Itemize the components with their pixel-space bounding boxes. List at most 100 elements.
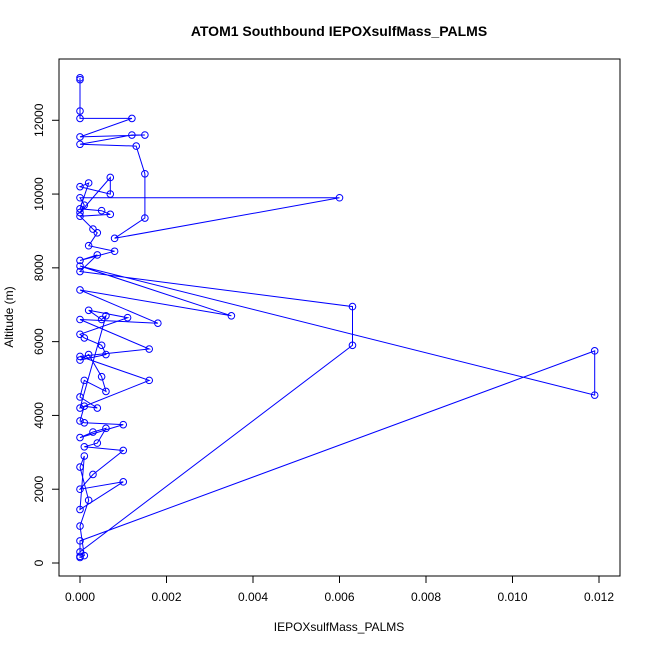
data-point [76, 417, 84, 425]
series-lines [78, 77, 596, 559]
x-tick-label: 0.010 [497, 590, 527, 604]
y-tick-label: 2000 [32, 476, 46, 503]
data-point [106, 210, 115, 219]
data-point [102, 424, 110, 433]
data-point [348, 302, 357, 311]
y-tick-label: 4000 [32, 402, 46, 429]
data-point [76, 522, 84, 530]
data-point [76, 330, 84, 339]
data-point [84, 496, 93, 505]
data-point [89, 225, 97, 233]
y-axis: 0 2000 4000 6000 8000 10000 12000 [32, 103, 60, 566]
chart-title: ATOM1 Southbound IEPOXsulfMass_PALMS [191, 23, 487, 39]
data-point [76, 256, 84, 265]
data-point [106, 190, 115, 198]
data-point [84, 350, 93, 359]
data-point [102, 350, 110, 359]
data-point [97, 341, 106, 350]
data-point [93, 251, 102, 259]
data-point [80, 452, 89, 460]
data-point [97, 315, 106, 324]
data-point [335, 193, 344, 202]
data-point [84, 179, 93, 187]
data-point [93, 228, 102, 237]
data-point [80, 334, 89, 342]
data-point [132, 142, 141, 150]
data-point [145, 376, 153, 385]
data-point [76, 193, 84, 202]
x-tick-label: 0.004 [238, 590, 268, 604]
data-point [89, 428, 97, 436]
data-point [80, 551, 89, 560]
data-point [76, 212, 84, 220]
data-point [76, 537, 84, 545]
data-point [76, 463, 84, 471]
data-point [76, 205, 84, 213]
data-point [76, 548, 84, 556]
data-point [76, 133, 84, 141]
data-point [76, 356, 84, 364]
data-point [590, 347, 599, 355]
data-point [76, 552, 84, 561]
data-point [80, 376, 89, 385]
data-point [76, 114, 84, 123]
data-point [110, 234, 119, 243]
data-point [84, 241, 93, 250]
data-point [80, 201, 89, 209]
x-axis: 0.000 0.002 0.004 0.006 0.008 0.010 0.012 [65, 575, 614, 604]
x-axis-label: IEPOXsulfMass_PALMS [274, 620, 405, 634]
y-tick-label: 8000 [32, 254, 46, 281]
y-axis-label: Altitude (m) [2, 286, 16, 347]
data-point [128, 114, 136, 123]
data-point [76, 393, 84, 401]
plot-frame [58, 58, 621, 577]
data-point [145, 345, 153, 353]
data-point [80, 419, 89, 427]
data-point [119, 420, 128, 429]
data-point [119, 478, 128, 486]
data-point [76, 208, 84, 217]
data-point [141, 169, 149, 178]
data-point [76, 267, 84, 276]
y-tick-label: 12000 [32, 103, 46, 137]
data-point [76, 433, 84, 442]
data-point [93, 404, 102, 412]
series-points [76, 74, 599, 562]
data-point [93, 439, 102, 447]
data-point [141, 214, 149, 222]
data-point [76, 315, 84, 324]
data-point [590, 391, 599, 399]
y-tick-label: 6000 [32, 328, 46, 355]
data-point [76, 75, 84, 84]
x-tick-label: 0.000 [65, 590, 95, 604]
data-point [97, 372, 106, 381]
y-tick-label: 0 [32, 559, 46, 566]
data-point [76, 140, 84, 149]
data-point [128, 131, 136, 139]
data-point [110, 247, 119, 256]
data-point [76, 505, 84, 514]
data-point [102, 312, 110, 320]
y-tick-label: 10000 [32, 177, 46, 211]
data-point [76, 107, 84, 115]
data-point [80, 402, 89, 411]
x-tick-label: 0.006 [324, 590, 354, 604]
data-point [84, 306, 93, 315]
data-point [76, 182, 84, 191]
data-point [80, 442, 89, 451]
series-line [78, 77, 596, 559]
data-point [76, 286, 84, 294]
data-point [123, 313, 132, 322]
data-point [141, 131, 149, 139]
data-point [97, 206, 106, 215]
data-point [76, 485, 84, 494]
data-point [119, 446, 128, 455]
data-point [89, 470, 97, 479]
data-point [227, 312, 236, 320]
x-tick-label: 0.012 [584, 590, 614, 604]
data-point [76, 262, 84, 270]
x-tick-label: 0.008 [411, 590, 441, 604]
data-point [76, 404, 84, 412]
data-point [106, 173, 115, 182]
